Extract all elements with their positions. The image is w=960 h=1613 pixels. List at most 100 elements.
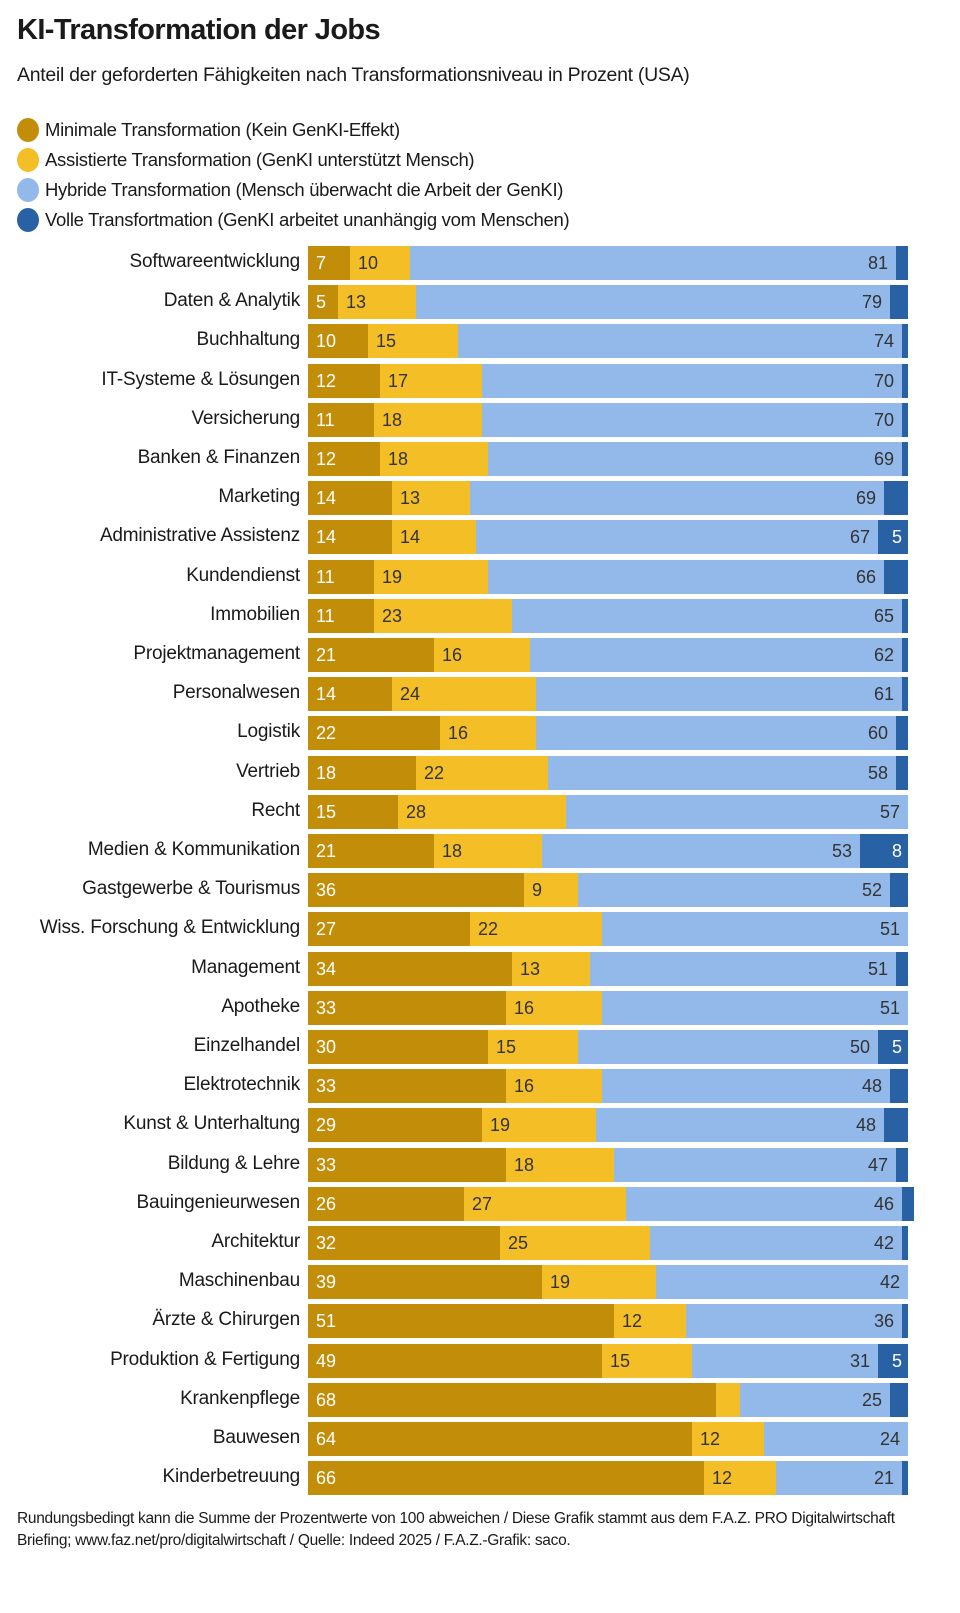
- data-label-hybrid: 51: [879, 919, 900, 940]
- bar-segment-minimal: 12: [308, 363, 380, 398]
- bar-segment-hybrid: 65: [512, 598, 902, 633]
- data-label-hybrid: 51: [867, 958, 888, 979]
- data-label-minimal: 7: [316, 253, 327, 273]
- bar-row: Management 34 13 51: [0, 951, 960, 986]
- bar-segment-hybrid: 53: [542, 834, 860, 868]
- data-label-assisted: 13: [520, 958, 541, 979]
- stacked-bar: 11 19 66: [308, 559, 928, 594]
- data-label-minimal: 33: [316, 1076, 337, 1097]
- data-label-assisted: 22: [424, 762, 445, 783]
- chart-title: KI-Transformation der Jobs: [17, 14, 381, 46]
- stacked-bar: 29 19 48: [308, 1108, 928, 1143]
- bar-segment-minimal: 64: [308, 1422, 692, 1456]
- legend-item-minimal: Minimale Transformation (Kein GenKI-Effe…: [17, 115, 569, 145]
- chart-subtitle: Anteil der geforderten Fähigkeiten nach …: [17, 64, 690, 86]
- bar-segment-hybrid: 58: [548, 755, 896, 790]
- stacked-bar: 39 19 42: [308, 1265, 928, 1300]
- category-label: Elektrotechnik: [183, 1074, 300, 1096]
- data-label-assisted: 10: [358, 253, 379, 273]
- category-label: Gastgewerbe & Tourismus: [82, 878, 300, 900]
- bar-row: Logistik 22 16 60: [0, 716, 960, 751]
- bar-row: Wiss. Forschung & Entwicklung 27 22 51: [0, 912, 960, 947]
- bar-segment-minimal: 33: [308, 990, 506, 1025]
- data-label-assisted: 19: [550, 1272, 571, 1293]
- bar-row: Banken & Finanzen 12 18 69: [0, 442, 960, 476]
- bar-segment-full: [902, 1304, 908, 1339]
- bar-segment-assisted: 18: [506, 1147, 614, 1182]
- bar-row: Administrative Assistenz 14 14 67 5: [0, 520, 960, 555]
- stacked-bar: 11 23 65: [308, 598, 928, 633]
- bar-segment-full: 5: [878, 520, 908, 555]
- data-label-hybrid: 74: [873, 331, 894, 352]
- bar-segment-full: 5: [878, 1343, 908, 1378]
- bar-segment-assisted: 12: [614, 1304, 686, 1339]
- bar-segment-full: [902, 1186, 914, 1221]
- bar-segment-minimal: 26: [308, 1186, 464, 1221]
- data-label-minimal: 14: [316, 684, 337, 705]
- data-label-hybrid: 60: [867, 723, 888, 744]
- bar-segment-hybrid: 62: [530, 638, 902, 672]
- data-label-assisted: 25: [508, 1233, 529, 1253]
- category-label: Ärzte & Chirurgen: [152, 1309, 300, 1331]
- data-label-minimal: 66: [316, 1468, 337, 1489]
- data-label-hybrid: 69: [855, 488, 876, 509]
- bar-segment-assisted: 16: [434, 638, 530, 672]
- bar-segment-assisted: 18: [434, 834, 542, 868]
- category-label: Kunst & Unterhaltung: [123, 1113, 300, 1135]
- bar-row: Softwareentwicklung 7 10 81: [0, 246, 960, 280]
- category-label: Vertrieb: [236, 760, 300, 782]
- category-label: Bildung & Lehre: [167, 1152, 300, 1174]
- stacked-bar: 21 18 53 8: [308, 834, 928, 868]
- data-label-minimal: 32: [316, 1233, 337, 1253]
- bar-segment-hybrid: 25: [740, 1382, 890, 1417]
- data-label-assisted: 18: [388, 449, 409, 469]
- stacked-bar: 36 9 52: [308, 873, 928, 908]
- data-label-minimal: 29: [316, 1115, 337, 1136]
- bar-segment-hybrid: 69: [488, 442, 902, 476]
- data-label-assisted: 19: [490, 1115, 511, 1136]
- data-label-minimal: 15: [316, 801, 337, 822]
- stacked-bar: 11 18 70: [308, 402, 928, 437]
- bar-segment-full: [896, 246, 908, 280]
- category-label: Daten & Analytik: [163, 290, 300, 312]
- category-label: Produktion & Fertigung: [110, 1348, 300, 1370]
- bar-row: Recht 15 28 57: [0, 794, 960, 829]
- bar-segment-hybrid: 79: [416, 285, 890, 320]
- bar-segment-minimal: 30: [308, 1030, 488, 1064]
- category-label: Wiss. Forschung & Entwicklung: [39, 917, 300, 939]
- bar-segment-hybrid: 24: [764, 1422, 908, 1456]
- data-label-hybrid: 52: [861, 880, 882, 901]
- bar-segment-hybrid: 48: [596, 1108, 884, 1143]
- bar-segment-assisted: [716, 1382, 740, 1417]
- bar-segment-minimal: 11: [308, 559, 374, 594]
- bar-segment-full: [890, 1382, 908, 1417]
- data-label-assisted: 13: [346, 292, 367, 313]
- stacked-bar: 49 15 31 5: [308, 1343, 928, 1378]
- bar-segment-full: [902, 677, 908, 712]
- data-label-hybrid: 48: [861, 1076, 882, 1097]
- data-label-minimal: 30: [316, 1037, 337, 1057]
- data-label-minimal: 34: [316, 958, 337, 979]
- data-label-full: 5: [891, 1037, 902, 1057]
- category-label: Architektur: [211, 1231, 300, 1252]
- bar-row: Architektur 32 25 42: [0, 1226, 960, 1260]
- bar-row: Kunst & Unterhaltung 29 19 48: [0, 1108, 960, 1143]
- data-label-assisted: 12: [622, 1311, 643, 1332]
- bar-row: Medien & Kommunikation 21 18 53 8: [0, 834, 960, 868]
- bar-segment-hybrid: 51: [602, 990, 908, 1025]
- data-label-assisted: 15: [376, 331, 397, 352]
- data-label-minimal: 11: [316, 409, 335, 430]
- data-label-hybrid: 67: [849, 527, 870, 548]
- bar-segment-minimal: 14: [308, 520, 392, 555]
- bar-segment-hybrid: 36: [686, 1304, 902, 1339]
- data-label-hybrid: 57: [879, 801, 900, 822]
- data-label-minimal: 21: [316, 645, 337, 665]
- data-label-hybrid: 53: [831, 841, 852, 861]
- bar-segment-full: [884, 1108, 908, 1143]
- bar-segment-assisted: 13: [392, 481, 470, 516]
- stacked-bar: 14 24 61: [308, 677, 928, 712]
- stacked-bar: 10 15 74: [308, 324, 928, 359]
- bar-row: IT-Systeme & Lösungen 12 17 70: [0, 363, 960, 398]
- bar-segment-hybrid: 70: [482, 402, 902, 437]
- bar-row: Versicherung 11 18 70: [0, 402, 960, 437]
